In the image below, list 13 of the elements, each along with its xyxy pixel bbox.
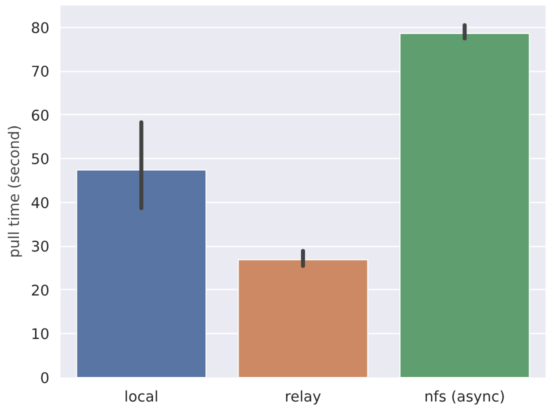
y-tick-label: 20 (30, 282, 50, 300)
y-tick-label: 30 (30, 238, 50, 256)
y-tick-label: 70 (30, 64, 50, 81)
y-axis-title: pull time (second) (6, 125, 23, 258)
y-tick-label: 0 (40, 370, 50, 387)
x-tick-label: local (124, 388, 158, 406)
y-tick-label: 60 (30, 107, 50, 124)
y-tick-label: 50 (30, 151, 50, 168)
y-tick-label: 10 (30, 326, 50, 344)
x-tick-label: relay (284, 388, 322, 406)
x-tick-label: nfs (async) (424, 388, 506, 406)
y-tick-label: 40 (30, 194, 50, 212)
y-tick-label: 80 (30, 20, 50, 37)
